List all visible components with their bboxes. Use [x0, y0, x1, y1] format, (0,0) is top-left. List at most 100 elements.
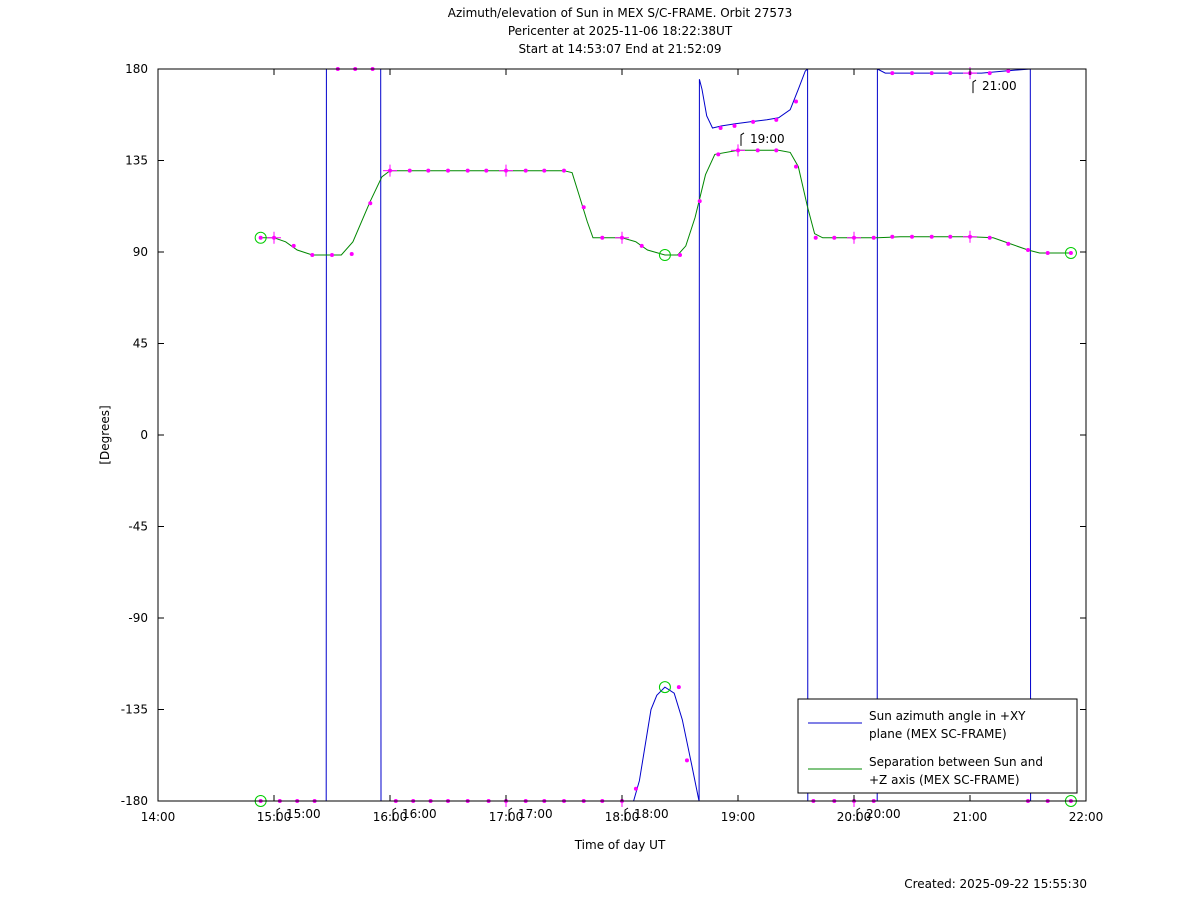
- data-point-marker: [349, 252, 354, 257]
- series-line-separation: [260, 149, 1071, 256]
- time-annotation-label: 17:00: [518, 807, 553, 821]
- time-annotation: 20:00: [856, 807, 901, 821]
- x-tick-label: 20:00: [837, 810, 872, 824]
- legend-entry-label: +Z axis (MEX SC-FRAME): [869, 773, 1020, 787]
- time-annotation: 16:00: [392, 807, 437, 821]
- time-annotation-pointer: [624, 807, 629, 821]
- data-point-marker: [426, 168, 431, 173]
- y-tick-label: 90: [133, 245, 148, 259]
- time-annotation-pointer: [972, 79, 977, 94]
- time-annotation: 18:00: [624, 807, 669, 821]
- data-point-marker: [732, 123, 737, 128]
- circle-marker: [658, 681, 671, 694]
- x-tick-label: 15:00: [257, 810, 292, 824]
- chart-axes: 14:00 15:00 16:00 17:00 18:00 19:00 20:00 21:00…: [98, 62, 1103, 852]
- time-annotation-label: 19:00: [750, 132, 785, 146]
- data-point-marker: [272, 235, 276, 240]
- circle-marker: [1064, 247, 1077, 260]
- time-annotation-pointer: [856, 807, 861, 821]
- data-point-marker: [562, 168, 566, 173]
- legend-box: [797, 698, 1078, 794]
- data-point-marker: [751, 119, 756, 124]
- data-point-marker: [774, 117, 779, 122]
- time-annotation-label: 16:00: [402, 807, 437, 821]
- data-point-marker: [697, 199, 702, 204]
- data-point-marker: [755, 148, 760, 153]
- chart-title-line: Start at 14:53:07 End at 21:52:09: [518, 42, 721, 56]
- data-point-marker: [639, 243, 644, 248]
- y-tick-label: -45: [128, 520, 148, 534]
- data-point-marker: [948, 234, 953, 239]
- time-annotation-label: 20:00: [866, 807, 901, 821]
- data-point-marker: [484, 168, 489, 173]
- data-point-marker: [890, 71, 895, 76]
- data-point-marker: [368, 201, 373, 206]
- time-annotation-pointer: [508, 807, 513, 821]
- data-point-marker: [968, 234, 972, 239]
- time-annotation: 21:00: [972, 79, 1017, 94]
- data-point-marker: [929, 234, 934, 239]
- x-tick-label: 19:00: [721, 810, 756, 824]
- y-tick-label: 135: [125, 154, 148, 168]
- data-point-marker: [832, 235, 837, 240]
- data-point-marker: [774, 148, 779, 153]
- data-point-marker: [948, 71, 953, 76]
- data-point-marker: [676, 685, 681, 690]
- data-point-marker: [407, 168, 412, 173]
- x-tick-label: 22:00: [1069, 810, 1104, 824]
- data-point-marker: [330, 253, 334, 258]
- data-point-marker: [987, 235, 992, 240]
- time-annotation: 19:00: [740, 132, 785, 146]
- data-point-marker: [1068, 251, 1073, 256]
- chart-title-line: Pericenter at 2025-11-06 18:22:38UT: [508, 24, 733, 38]
- x-tick-label: 14:00: [141, 810, 176, 824]
- data-point-marker: [718, 125, 723, 130]
- data-point-marker: [523, 168, 528, 173]
- plot-frame: [157, 68, 1087, 802]
- data-point-marker: [794, 99, 798, 104]
- data-point-marker: [890, 234, 895, 239]
- data-point-marker: [736, 148, 740, 153]
- data-point-marker: [291, 243, 296, 248]
- chart-curves: [260, 69, 1071, 801]
- data-point-marker: [633, 786, 638, 791]
- data-point-marker: [910, 71, 914, 76]
- y-axis-label: [Degrees]: [98, 405, 112, 464]
- x-tick-label: 16:00: [373, 810, 408, 824]
- time-annotation-label: 18:00: [634, 807, 669, 821]
- data-point-marker: [504, 168, 508, 173]
- data-point-marker: [1026, 247, 1030, 252]
- time-annotation: 17:00: [508, 807, 553, 821]
- data-point-marker: [542, 168, 547, 173]
- time-annotation-label: 15:00: [286, 807, 321, 821]
- x-tick-label: 18:00: [605, 810, 640, 824]
- data-point-marker: [258, 235, 263, 240]
- data-point-marker: [620, 235, 624, 240]
- data-point-marker: [581, 205, 586, 210]
- data-point-marker: [1045, 251, 1050, 256]
- time-annotation-pointer: [276, 807, 281, 821]
- time-annotation-pointer: [392, 807, 397, 821]
- x-tick-label: 17:00: [489, 810, 524, 824]
- x-tick-label: 21:00: [953, 810, 988, 824]
- data-point-marker: [813, 235, 818, 240]
- data-point-marker: [1006, 241, 1011, 246]
- y-tick-label: 180: [125, 62, 148, 76]
- data-point-marker: [684, 758, 689, 763]
- data-point-marker: [1006, 69, 1011, 74]
- data-point-marker: [465, 168, 470, 173]
- data-point-marker: [716, 152, 721, 157]
- data-point-marker: [388, 168, 392, 173]
- y-tick-label: -180: [121, 794, 148, 808]
- chart-legend: Sun azimuth angle in +XY plane (MEX SC-FR…: [797, 698, 1078, 794]
- y-tick-label: 45: [133, 337, 148, 351]
- chart-titles: Azimuth/elevation of Sun in MEX S/C-FRAM…: [448, 6, 793, 56]
- circle-marker: [254, 231, 267, 244]
- x-axis-label: Time of day UT: [574, 838, 666, 852]
- data-point-marker: [446, 168, 450, 173]
- data-point-marker: [852, 235, 856, 240]
- legend-entry-label: plane (MEX SC-FRAME): [869, 727, 1007, 741]
- data-point-marker: [910, 234, 914, 239]
